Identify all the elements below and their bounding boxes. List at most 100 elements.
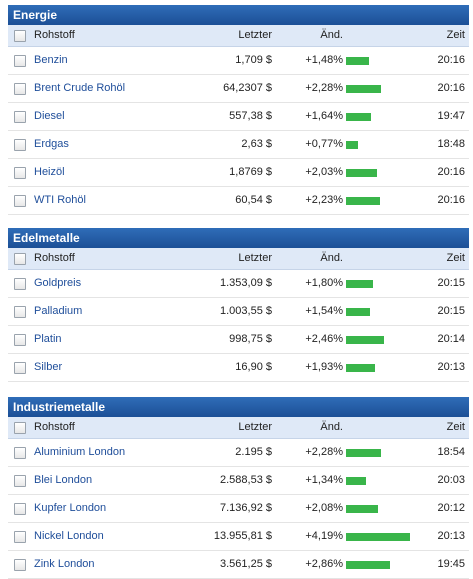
table-row: Silber 16,90 $ +1,93% 20:13 (8, 354, 469, 382)
last-price: 2.195 $ (235, 446, 272, 458)
change-percent: +2,86% (305, 558, 343, 570)
commodity-link[interactable]: Aluminium London (34, 446, 126, 458)
change-percent: +1,80% (305, 277, 343, 289)
update-time: 18:48 (437, 138, 465, 150)
commodity-link[interactable]: Diesel (34, 110, 65, 122)
change-bar (346, 477, 366, 485)
table-row: Brent Crude Rohöl 64,2307 $ +2,28% 20:16 (8, 75, 469, 103)
last-price: 1,709 $ (235, 54, 272, 66)
change-percent: +2,28% (305, 82, 343, 94)
change-percent: +1,93% (305, 361, 343, 373)
column-header-row: Rohstoff Letzter Änd. Zeit (8, 25, 469, 47)
change-bar (346, 141, 358, 149)
change-percent: +2,28% (305, 446, 343, 458)
change-percent: +2,08% (305, 502, 343, 514)
last-price: 3.561,25 $ (220, 558, 272, 570)
commodity-link[interactable]: Erdgas (34, 138, 69, 150)
commodity-link[interactable]: Silber (34, 361, 63, 373)
column-header-last[interactable]: Letzter (238, 421, 272, 433)
row-checkbox[interactable] (14, 333, 26, 346)
change-bar (346, 364, 375, 372)
column-header-row: Rohstoff Letzter Änd. Zeit (8, 417, 469, 439)
row-checkbox[interactable] (14, 474, 26, 487)
column-header-last[interactable]: Letzter (238, 252, 272, 264)
row-checkbox[interactable] (14, 305, 26, 318)
commodity-link[interactable]: WTI Rohöl (34, 194, 86, 206)
commodity-link[interactable]: Benzin (34, 54, 68, 66)
commodity-link[interactable]: Heizöl (34, 166, 65, 178)
column-header-name[interactable]: Rohstoff (34, 29, 75, 41)
update-time: 19:47 (437, 110, 465, 122)
change-percent: +4,19% (305, 530, 343, 542)
section-energie: Energie Rohstoff Letzter Änd. Zeit Benzin 1,70… (8, 5, 469, 215)
last-price: 557,38 $ (229, 110, 272, 122)
section-edelmetalle: Edelmetalle Rohstoff Letzter Änd. Zeit Goldpr… (8, 228, 469, 382)
change-bar (346, 280, 373, 288)
row-checkbox[interactable] (14, 166, 26, 179)
row-checkbox[interactable] (14, 502, 26, 515)
column-header-change[interactable]: Änd. (320, 252, 343, 264)
last-price: 13.955,81 $ (213, 530, 272, 542)
column-header-time[interactable]: Zeit (446, 29, 465, 41)
column-header-time[interactable]: Zeit (446, 421, 465, 433)
table-row: Goldpreis 1.353,09 $ +1,80% 20:15 (8, 270, 469, 298)
last-price: 998,75 $ (229, 333, 272, 345)
column-header-name[interactable]: Rohstoff (34, 421, 75, 433)
row-checkbox[interactable] (14, 277, 26, 290)
row-checkbox[interactable] (14, 194, 26, 207)
change-percent: +1,64% (305, 110, 343, 122)
update-time: 20:03 (437, 474, 465, 486)
commodity-link[interactable]: Brent Crude Rohöl (34, 82, 126, 94)
change-percent: +2,03% (305, 166, 343, 178)
row-checkbox[interactable] (14, 361, 26, 374)
row-checkbox[interactable] (14, 138, 26, 151)
row-checkbox[interactable] (14, 110, 26, 123)
commodity-link[interactable]: Zink London (34, 558, 95, 570)
section-title: Industriemetalle (8, 397, 469, 417)
change-bar (346, 308, 370, 316)
change-bar (346, 57, 369, 65)
update-time: 20:16 (437, 166, 465, 178)
commodity-link[interactable]: Nickel London (34, 530, 104, 542)
last-price: 60,54 $ (235, 194, 272, 206)
column-header-time[interactable]: Zeit (446, 252, 465, 264)
commodity-link[interactable]: Palladium (34, 305, 83, 317)
change-bar (346, 561, 390, 569)
change-percent: +2,23% (305, 194, 343, 206)
column-header-change[interactable]: Änd. (320, 421, 343, 433)
last-price: 1.003,55 $ (220, 305, 272, 317)
commodity-link[interactable]: Blei London (34, 474, 93, 486)
change-bar (346, 169, 377, 177)
column-header-change[interactable]: Änd. (320, 29, 343, 41)
commodity-link[interactable]: Platin (34, 333, 62, 345)
change-percent: +1,54% (305, 305, 343, 317)
select-all-checkbox[interactable] (14, 252, 26, 265)
update-time: 20:16 (437, 54, 465, 66)
commodity-link[interactable]: Goldpreis (34, 277, 82, 289)
update-time: 20:16 (437, 194, 465, 206)
table-row: Platin 998,75 $ +2,46% 20:14 (8, 326, 469, 354)
column-header-name[interactable]: Rohstoff (34, 252, 75, 264)
row-checkbox[interactable] (14, 54, 26, 67)
change-bar (346, 533, 410, 541)
select-all-checkbox[interactable] (14, 421, 26, 434)
last-price: 16,90 $ (235, 361, 272, 373)
section-title: Edelmetalle (8, 228, 469, 248)
column-header-row: Rohstoff Letzter Änd. Zeit (8, 248, 469, 270)
column-header-last[interactable]: Letzter (238, 29, 272, 41)
update-time: 20:15 (437, 305, 465, 317)
last-price: 1,8769 $ (229, 166, 272, 178)
table-row: Zink London 3.561,25 $ +2,86% 19:45 (8, 551, 469, 579)
row-checkbox[interactable] (14, 446, 26, 459)
commodity-link[interactable]: Kupfer London (34, 502, 107, 514)
row-checkbox[interactable] (14, 558, 26, 571)
table-row: Aluminium London 2.195 $ +2,28% 18:54 (8, 439, 469, 467)
last-price: 1.353,09 $ (220, 277, 272, 289)
select-all-checkbox[interactable] (14, 29, 26, 42)
table-row: WTI Rohöl 60,54 $ +2,23% 20:16 (8, 187, 469, 215)
row-checkbox[interactable] (14, 530, 26, 543)
table-row: Nickel London 13.955,81 $ +4,19% 20:13 (8, 523, 469, 551)
update-time: 20:13 (437, 530, 465, 542)
row-checkbox[interactable] (14, 82, 26, 95)
update-time: 20:16 (437, 82, 465, 94)
